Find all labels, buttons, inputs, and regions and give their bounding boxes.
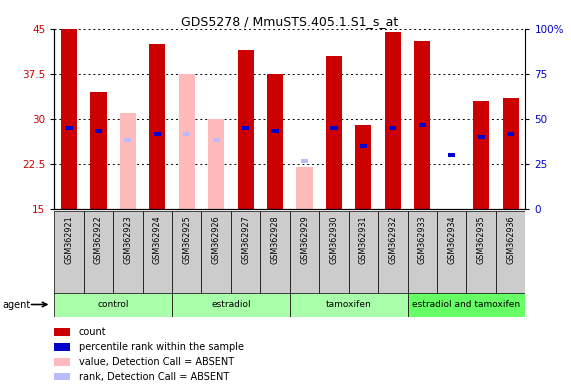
- Bar: [54, 343, 70, 351]
- Text: GSM362927: GSM362927: [241, 215, 250, 264]
- Text: agent: agent: [3, 300, 31, 310]
- Title: GDS5278 / MmuSTS.405.1.S1_s_at: GDS5278 / MmuSTS.405.1.S1_s_at: [181, 15, 399, 28]
- Bar: [330, 126, 337, 130]
- Bar: [179, 74, 195, 209]
- FancyBboxPatch shape: [290, 293, 408, 317]
- Bar: [61, 29, 77, 209]
- FancyBboxPatch shape: [202, 211, 231, 294]
- FancyBboxPatch shape: [496, 211, 525, 294]
- Text: GSM362936: GSM362936: [506, 215, 515, 264]
- Text: GSM362934: GSM362934: [447, 215, 456, 264]
- Bar: [389, 126, 396, 130]
- Text: tamoxifen: tamoxifen: [326, 300, 372, 310]
- FancyBboxPatch shape: [231, 211, 260, 294]
- Bar: [65, 126, 73, 130]
- Text: value, Detection Call = ABSENT: value, Detection Call = ABSENT: [79, 357, 234, 367]
- Text: GSM362924: GSM362924: [153, 215, 162, 264]
- Text: GSM362921: GSM362921: [65, 215, 74, 264]
- FancyBboxPatch shape: [113, 211, 143, 294]
- Bar: [477, 135, 485, 139]
- FancyBboxPatch shape: [408, 211, 437, 294]
- Bar: [502, 98, 518, 209]
- Text: GSM362929: GSM362929: [300, 215, 309, 264]
- FancyBboxPatch shape: [408, 293, 525, 317]
- Bar: [326, 56, 342, 209]
- Bar: [90, 92, 107, 209]
- Bar: [414, 41, 431, 209]
- Text: percentile rank within the sample: percentile rank within the sample: [79, 342, 244, 352]
- Bar: [95, 129, 102, 133]
- Bar: [507, 132, 514, 136]
- Bar: [54, 358, 70, 366]
- FancyBboxPatch shape: [143, 211, 172, 294]
- Bar: [301, 159, 308, 163]
- Bar: [54, 328, 70, 336]
- Text: GSM362926: GSM362926: [212, 215, 220, 264]
- FancyBboxPatch shape: [467, 211, 496, 294]
- Bar: [183, 132, 190, 136]
- Bar: [360, 144, 367, 148]
- FancyBboxPatch shape: [172, 211, 202, 294]
- FancyBboxPatch shape: [54, 293, 172, 317]
- Bar: [448, 153, 455, 157]
- FancyBboxPatch shape: [172, 293, 290, 317]
- FancyBboxPatch shape: [290, 211, 319, 294]
- Bar: [271, 129, 279, 133]
- Bar: [124, 138, 131, 142]
- FancyBboxPatch shape: [349, 211, 378, 294]
- Bar: [355, 125, 372, 209]
- Text: GSM362928: GSM362928: [271, 215, 280, 264]
- Text: GSM362930: GSM362930: [329, 215, 339, 264]
- Bar: [296, 167, 312, 209]
- Text: GSM362922: GSM362922: [94, 215, 103, 264]
- Text: estradiol: estradiol: [211, 300, 251, 310]
- FancyBboxPatch shape: [54, 211, 84, 294]
- FancyBboxPatch shape: [319, 211, 349, 294]
- Bar: [208, 119, 224, 209]
- Bar: [267, 74, 283, 209]
- Text: GSM362935: GSM362935: [477, 215, 486, 264]
- Bar: [419, 123, 426, 127]
- Text: estradiol and tamoxifen: estradiol and tamoxifen: [412, 300, 521, 310]
- Bar: [385, 32, 401, 209]
- FancyBboxPatch shape: [260, 211, 290, 294]
- FancyBboxPatch shape: [437, 211, 467, 294]
- Text: count: count: [79, 327, 106, 337]
- Text: control: control: [98, 300, 129, 310]
- Bar: [54, 373, 70, 381]
- FancyBboxPatch shape: [84, 211, 113, 294]
- FancyBboxPatch shape: [378, 211, 408, 294]
- Text: GSM362933: GSM362933: [418, 215, 427, 264]
- Bar: [154, 132, 161, 136]
- Text: GSM362923: GSM362923: [123, 215, 132, 264]
- Bar: [120, 113, 136, 209]
- Text: rank, Detection Call = ABSENT: rank, Detection Call = ABSENT: [79, 372, 229, 382]
- Text: GSM362932: GSM362932: [388, 215, 397, 264]
- Bar: [149, 44, 166, 209]
- Bar: [238, 50, 254, 209]
- Text: GSM362925: GSM362925: [182, 215, 191, 264]
- Bar: [212, 138, 220, 142]
- Bar: [242, 126, 250, 130]
- Bar: [473, 101, 489, 209]
- Text: GSM362931: GSM362931: [359, 215, 368, 264]
